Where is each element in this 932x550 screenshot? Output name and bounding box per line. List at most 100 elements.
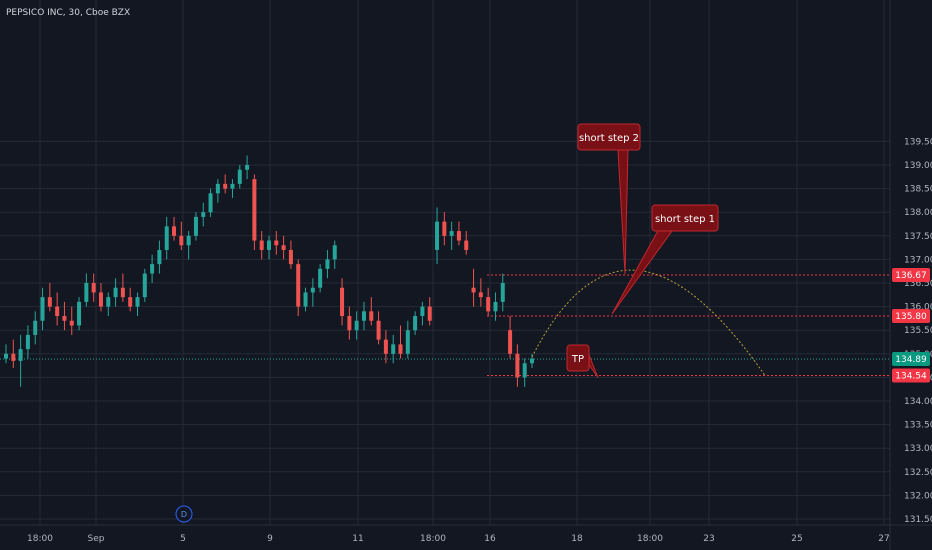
- candle-body: [47, 297, 52, 307]
- candle: [376, 311, 381, 345]
- candle-body: [391, 344, 396, 354]
- candle-body: [62, 316, 67, 321]
- candle: [471, 268, 476, 307]
- candle: [120, 273, 125, 302]
- candle-body: [530, 358, 534, 364]
- candle-body: [164, 226, 169, 250]
- candle: [449, 221, 454, 250]
- time-tick-label: 16: [484, 534, 496, 544]
- candle-body: [464, 240, 469, 250]
- candle: [464, 231, 469, 255]
- candle: [113, 278, 118, 307]
- candle-body: [413, 316, 418, 331]
- candle-body: [376, 320, 381, 340]
- candle: [208, 188, 213, 217]
- candle: [11, 339, 16, 368]
- candle: [106, 292, 111, 317]
- candle-body: [259, 240, 264, 250]
- time-tick-label: 25: [791, 534, 802, 544]
- candle-body: [340, 287, 345, 317]
- candle-body: [25, 334, 30, 350]
- candle-body: [310, 287, 315, 293]
- candle-body: [398, 344, 403, 354]
- candle-body: [252, 179, 257, 241]
- candle: [508, 316, 513, 359]
- chart-title: PEPSICO INC, 30, Cboe BZX: [6, 8, 130, 18]
- callout-label: TP: [571, 354, 584, 365]
- candle-body: [435, 221, 440, 250]
- candle: [310, 278, 315, 307]
- time-tick-label: 18:00: [637, 534, 663, 544]
- candle: [340, 278, 345, 326]
- candle-body: [354, 320, 359, 331]
- price-tag-label: 136.67: [895, 271, 927, 281]
- dividend-badge[interactable]: D: [175, 505, 193, 523]
- candle-body: [106, 297, 111, 307]
- candle: [98, 283, 103, 312]
- time-tick-label: 18: [571, 534, 583, 544]
- candle: [62, 301, 67, 331]
- candle-body: [303, 292, 308, 307]
- candle: [267, 235, 271, 260]
- time-tick-label: 5: [180, 534, 186, 544]
- callout-box: [577, 123, 641, 151]
- annotation-callout[interactable]: short step 1: [611, 204, 719, 315]
- candle: [296, 259, 301, 317]
- candle: [245, 155, 250, 180]
- candle-body: [142, 273, 147, 298]
- candle: [478, 278, 483, 307]
- annotation-callout[interactable]: TP: [566, 344, 599, 378]
- candle-body: [456, 231, 461, 241]
- candle-body: [288, 249, 293, 265]
- candle: [91, 273, 96, 302]
- candle-body: [11, 353, 16, 361]
- candle: [347, 306, 352, 340]
- candle-body: [296, 264, 301, 307]
- candle: [413, 311, 418, 335]
- candle: [442, 212, 447, 246]
- candle: [230, 179, 235, 199]
- candle: [201, 202, 206, 227]
- candle: [157, 240, 162, 274]
- candle-body: [128, 297, 133, 307]
- price-tick-label: 133.50: [904, 421, 932, 431]
- price-tick-label: 132.00: [904, 491, 932, 501]
- price-tag-label: 134.89: [895, 355, 927, 365]
- candle-body: [91, 283, 96, 293]
- candle: [493, 292, 498, 321]
- callout-label: short step 2: [579, 133, 639, 144]
- time-tick-label: 9: [267, 534, 273, 544]
- candle: [274, 231, 279, 255]
- candle-body: [383, 339, 388, 354]
- badge-circle: [175, 505, 193, 523]
- candle-body: [113, 287, 118, 298]
- candle: [33, 311, 38, 345]
- candle-body: [150, 264, 155, 274]
- candle: [420, 301, 425, 326]
- price-axis: 131.50132.00132.50133.00133.50134.00134.…: [904, 137, 932, 525]
- candle-body: [4, 353, 8, 359]
- candle: [332, 240, 337, 269]
- candle-body: [515, 353, 520, 378]
- candle-body: [267, 240, 271, 250]
- candle-body: [120, 287, 125, 298]
- candle-body: [77, 301, 82, 326]
- candle: [25, 325, 30, 359]
- price-tag: 134.89: [892, 351, 930, 366]
- candle-body: [179, 235, 184, 246]
- candle: [318, 264, 323, 293]
- price-tick-label: 134.00: [904, 397, 932, 407]
- price-tag-label: 135.80: [895, 312, 927, 322]
- annotation-callout[interactable]: short step 2: [577, 123, 641, 275]
- price-tick-label: 137.50: [904, 232, 932, 242]
- candle: [515, 344, 520, 387]
- candle: [288, 240, 293, 269]
- price-tag: 136.67: [892, 267, 930, 282]
- candle-body: [405, 330, 410, 354]
- candle-body: [84, 283, 89, 302]
- price-tags: 136.67 135.80 134.89 134.54: [892, 267, 930, 383]
- candle: [383, 330, 388, 364]
